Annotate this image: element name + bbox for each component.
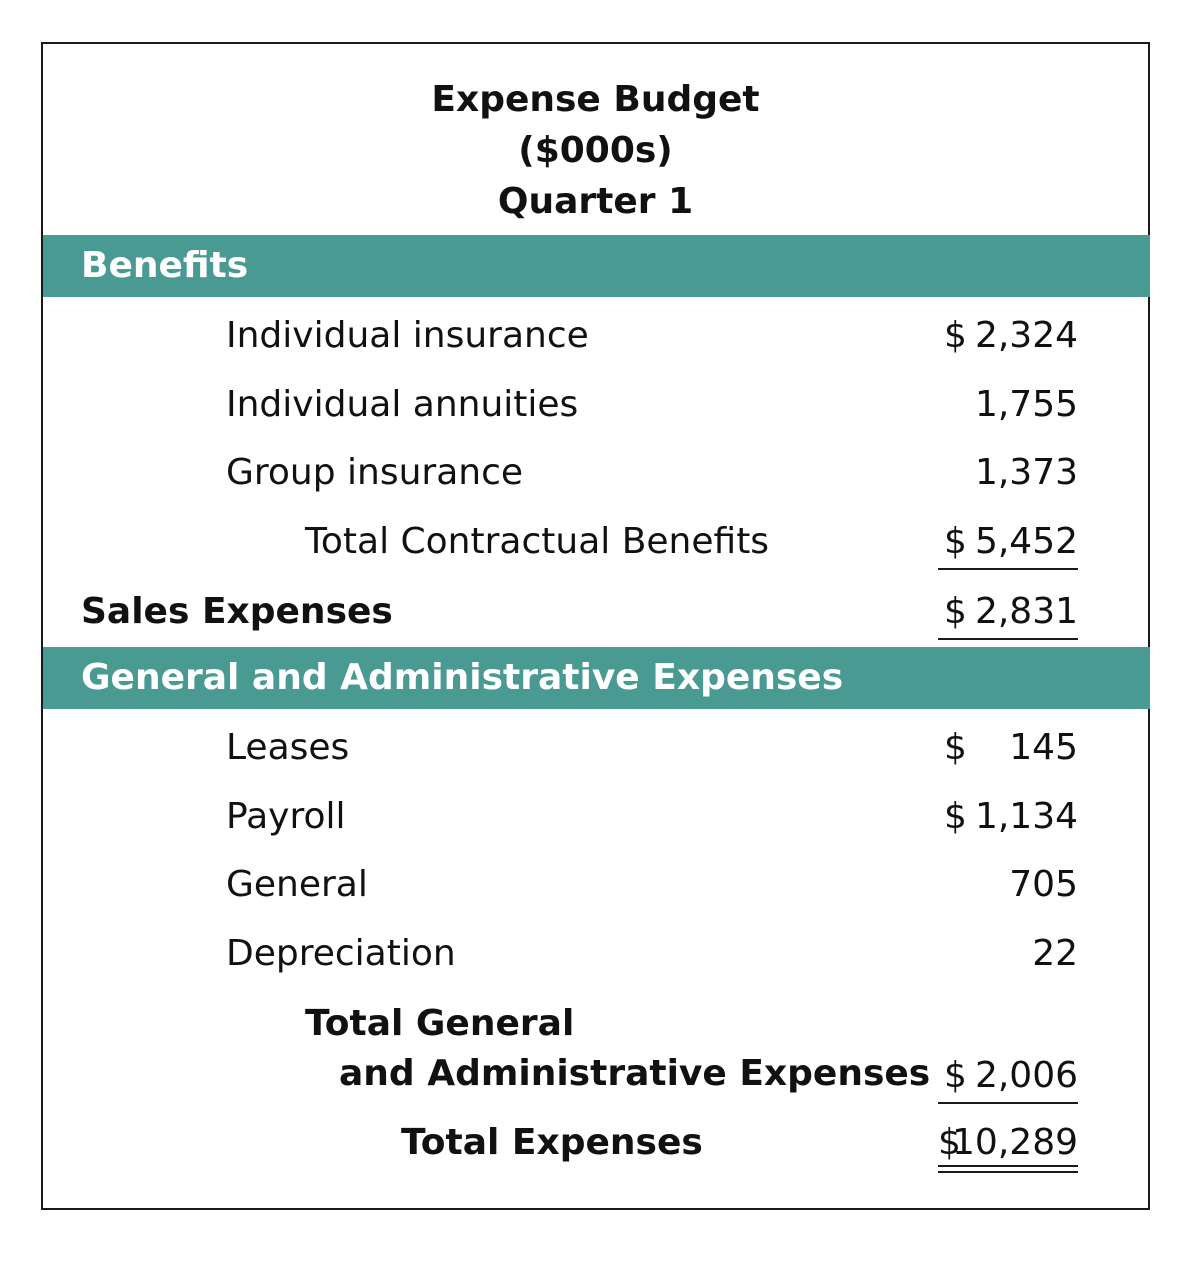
row-label: Sales Expenses [81, 591, 393, 632]
row-label: Depreciation [226, 933, 456, 974]
row-amount: $ 145 [938, 718, 1078, 778]
amount-value: 2,006 [974, 1055, 1078, 1096]
table-title: Expense Budget ($000s) Quarter 1 [43, 74, 1148, 227]
amount-value: 22 [1032, 933, 1078, 974]
row-amount: $ 1,134 [938, 787, 1078, 847]
currency-symbol: $ [944, 591, 967, 632]
double-underline [938, 1165, 1078, 1173]
row-label: Individual annuities [226, 384, 579, 425]
benefit-row-individual-annuities: Individual annuities 1,755 [43, 375, 1150, 435]
currency-symbol: $ [944, 727, 967, 768]
row-label: Group insurance [226, 452, 524, 493]
title-line-1: Expense Budget [431, 79, 760, 120]
row-label: Total Contractual Benefits [305, 521, 770, 562]
row-amount: $ 2,324 [938, 306, 1078, 366]
amount-value: 1,134 [974, 796, 1078, 837]
currency-symbol: $ [944, 521, 967, 562]
row-label: General [226, 864, 368, 905]
amount-value: 1,755 [974, 384, 1078, 425]
row-amount: 22 [938, 924, 1078, 984]
ga-row-payroll: Payroll $ 1,134 [43, 787, 1150, 847]
total-expenses-row: Total Expenses $ 10,289 [43, 1113, 1150, 1173]
currency-symbol: $ [944, 315, 967, 356]
row-amount: $ 10,289 [938, 1113, 1078, 1173]
single-underline [938, 638, 1078, 640]
currency-symbol: $ [938, 1122, 961, 1163]
ga-row-leases: Leases $ 145 [43, 718, 1150, 778]
amount-value: 705 [1009, 864, 1078, 905]
benefit-row-individual-insurance: Individual insurance $ 2,324 [43, 306, 1150, 366]
amount-value: 145 [1009, 727, 1078, 768]
row-amount: $ 2,006 [938, 1046, 1078, 1106]
row-amount: 1,373 [938, 443, 1078, 503]
amount-value: 2,831 [974, 591, 1078, 632]
benefits-section-header: Benefits [43, 235, 1150, 297]
currency-symbol: $ [944, 1055, 967, 1096]
total-ga-expenses-row: Total General and Administrative Expense… [43, 996, 1150, 1108]
amount-value: 2,324 [974, 315, 1078, 356]
ga-section-header: General and Administrative Expenses [43, 647, 1150, 709]
expense-budget-table: Expense Budget ($000s) Quarter 1 Benefit… [41, 42, 1150, 1210]
amount-value: 5,452 [974, 521, 1078, 562]
row-amount: $ 2,831 [938, 582, 1078, 642]
total-ga-label-line-1: Total General [305, 1003, 575, 1044]
row-amount: $ 5,452 [938, 512, 1078, 572]
amount-value: 10,289 [952, 1122, 1078, 1163]
total-contractual-benefits-row: Total Contractual Benefits $ 5,452 [43, 512, 1150, 572]
amount-value: 1,373 [974, 452, 1078, 493]
row-label: Payroll [226, 796, 346, 837]
title-line-2: ($000s) [518, 130, 673, 171]
single-underline [938, 568, 1078, 570]
currency-symbol: $ [944, 796, 967, 837]
ga-row-depreciation: Depreciation 22 [43, 924, 1150, 984]
row-amount: 705 [938, 855, 1078, 915]
row-label: Total Expenses [401, 1122, 703, 1163]
ga-row-general: General 705 [43, 855, 1150, 915]
row-amount: 1,755 [938, 375, 1078, 435]
sales-expenses-row: Sales Expenses $ 2,831 [43, 582, 1150, 642]
benefit-row-group-insurance: Group insurance 1,373 [43, 443, 1150, 503]
row-label: Leases [226, 727, 350, 768]
row-label: Individual insurance [226, 315, 589, 356]
single-underline [938, 1102, 1078, 1104]
title-line-3: Quarter 1 [497, 181, 694, 222]
total-ga-label-line-2: and Administrative Expenses [339, 1053, 931, 1094]
